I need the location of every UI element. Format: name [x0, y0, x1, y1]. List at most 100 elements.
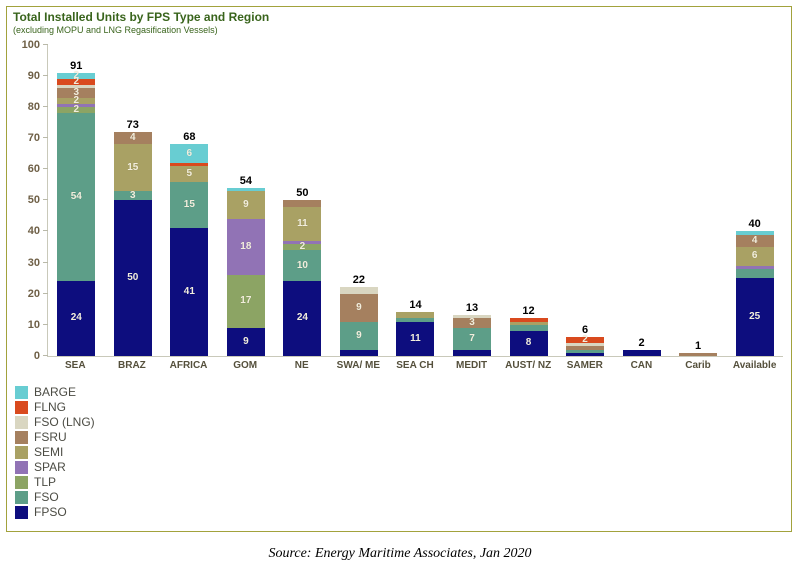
x-axis-label: CAN	[630, 359, 653, 371]
segment-value-label: 2	[582, 334, 588, 346]
bar-column-medit: 13 3 7	[444, 45, 501, 356]
y-tick-label: 60	[27, 163, 40, 176]
bar-column-sea: 91 2 2 3 2 2 54 24	[48, 45, 105, 356]
y-tick-label: 40	[27, 225, 40, 238]
x-axis-label: AFRICA	[169, 359, 208, 371]
segment-value-label: 25	[749, 310, 761, 322]
bar-stack: 11 2 10 24	[283, 200, 322, 356]
y-tick-label: 30	[27, 256, 40, 269]
segment-value-label: 17	[240, 295, 252, 307]
legend-swatch	[15, 460, 28, 474]
bar-column-aust-nz: 12 8	[500, 45, 557, 356]
bar-stack: 4 6 25	[735, 231, 774, 356]
bar-total-label: 54	[239, 174, 252, 187]
bar-column-available: 40 4 6 25	[726, 45, 783, 356]
bar-segment-fso: 54	[57, 113, 96, 282]
segment-value-label: 2	[73, 104, 80, 116]
bar-segment-spar	[283, 240, 322, 244]
legend-item-semi: SEMI	[15, 445, 785, 460]
segment-value-label: 6	[751, 250, 758, 262]
y-tick-label: 10	[27, 318, 40, 331]
y-tick-label: 50	[27, 194, 40, 207]
legend-label: SPAR	[34, 460, 66, 475]
bar-segment-fpso	[339, 349, 378, 356]
segment-value-label: 2	[73, 76, 80, 88]
legend-label: FSO	[34, 490, 59, 505]
bar-segment-fsru: 9	[339, 293, 378, 322]
bar-segment-barge	[226, 187, 265, 191]
bar-segment-spar	[57, 103, 96, 108]
bar-segment-semi: 11	[283, 206, 322, 241]
bar-total-label: 68	[183, 131, 196, 144]
bar-total-label: 40	[748, 218, 761, 231]
bar-segment-barge	[735, 231, 774, 235]
bar-segment-fso	[509, 324, 548, 331]
bar-segment-barge: 2	[57, 70, 96, 80]
y-tick-mark	[43, 230, 48, 232]
segment-value-label: 3	[469, 317, 475, 329]
segment-value-label: 11	[410, 332, 421, 344]
bar-segment-semi	[396, 312, 435, 319]
bar-segment-fso	[735, 268, 774, 279]
bar-column-swa-me: 22 9 9	[331, 45, 388, 356]
y-tick-label: 70	[27, 132, 40, 145]
bar-segment-fsru	[283, 200, 322, 207]
x-axis-label: SAMER	[566, 359, 603, 371]
bar-column-carib: 1	[670, 45, 727, 356]
y-tick-mark	[43, 323, 48, 325]
bar-segment-semi: 15	[113, 144, 152, 191]
segment-value-label: 24	[70, 312, 82, 324]
x-axis-label: NE	[294, 359, 309, 371]
bar-segment-fso	[566, 349, 605, 353]
bar-segment-semi: 9	[226, 191, 265, 219]
y-tick-mark	[43, 292, 48, 294]
bar-total-label: 73	[126, 118, 139, 131]
bar-stack: 9 18 17 9	[226, 187, 265, 356]
bar-stack	[679, 352, 718, 356]
chart-frame: Total Installed Units by FPS Type and Re…	[6, 6, 792, 532]
bar-column-gom: 54 9 18 17 9	[218, 45, 275, 356]
bar-total-label: 1	[695, 339, 702, 352]
segment-value-label: 9	[356, 301, 362, 313]
bar-segment-fso: 7	[452, 327, 491, 350]
legend-label: BARGE	[34, 385, 77, 400]
bar-total-label: 12	[522, 305, 535, 318]
x-axis-label: Carib	[685, 359, 711, 371]
bar-segment-flng	[170, 163, 209, 167]
segment-value-label: 2	[73, 94, 80, 106]
x-axis-label: BRAZ	[118, 359, 146, 371]
bar-segment-fsru: 4	[113, 131, 152, 145]
legend-item-tlp: TLP	[15, 475, 785, 490]
legend-label: SEMI	[34, 445, 64, 460]
y-tick-mark	[43, 74, 48, 76]
y-tick-label: 0	[33, 349, 40, 362]
y-tick-mark	[43, 43, 48, 45]
bar-stack: 11	[396, 312, 435, 356]
segment-value-label: 50	[127, 272, 139, 284]
y-tick-label: 100	[21, 38, 40, 51]
bar-segment-fso: 3	[113, 190, 152, 201]
y-tick-mark	[43, 199, 48, 201]
legend: BARGE FLNG FSO (LNG) FSRU SEMI SPAR TLP FSO FPSO	[15, 385, 785, 520]
bar-total-label: 50	[296, 187, 309, 200]
legend-item-fpso: FPSO	[15, 505, 785, 520]
x-axis-label: Available	[732, 359, 777, 371]
bar-segment-fpso: 9	[226, 327, 265, 356]
bars: 91 2 2 3 2 2 54 24 73 4 15 3 50 68 6 5 15 41 54 9 18 17 9 50 11 2…	[48, 45, 783, 356]
segment-value-label: 6	[186, 147, 193, 159]
legend-swatch	[15, 505, 28, 519]
bar-segment-fso-lng-	[57, 85, 96, 89]
y-tick-label: 20	[27, 287, 40, 300]
bar-total-label: 22	[352, 274, 366, 287]
y-tick-mark	[43, 106, 48, 107]
legend-swatch	[15, 445, 28, 459]
x-axis-label: SEA CH	[396, 359, 434, 371]
bar-segment-fsru: 4	[735, 234, 774, 247]
bar-segment-semi: 2	[57, 94, 96, 106]
segment-value-label: 54	[70, 191, 82, 203]
bar-total-label: 6	[581, 324, 589, 337]
chart-area: 0 10 20 30 40 50 60 70 80 90 100 91 2 2 3 2 2 54 24 73 4 15 3…	[13, 39, 785, 362]
bar-segment-semi: 5	[170, 166, 209, 182]
legend-swatch	[15, 475, 28, 489]
